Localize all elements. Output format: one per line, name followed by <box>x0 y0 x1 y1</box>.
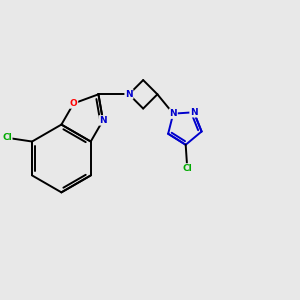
Text: N: N <box>190 108 198 117</box>
Text: Cl: Cl <box>2 133 12 142</box>
Text: O: O <box>70 99 77 108</box>
Text: N: N <box>99 116 107 125</box>
Text: N: N <box>169 109 177 118</box>
Text: Cl: Cl <box>182 164 192 173</box>
Text: N: N <box>125 90 133 99</box>
